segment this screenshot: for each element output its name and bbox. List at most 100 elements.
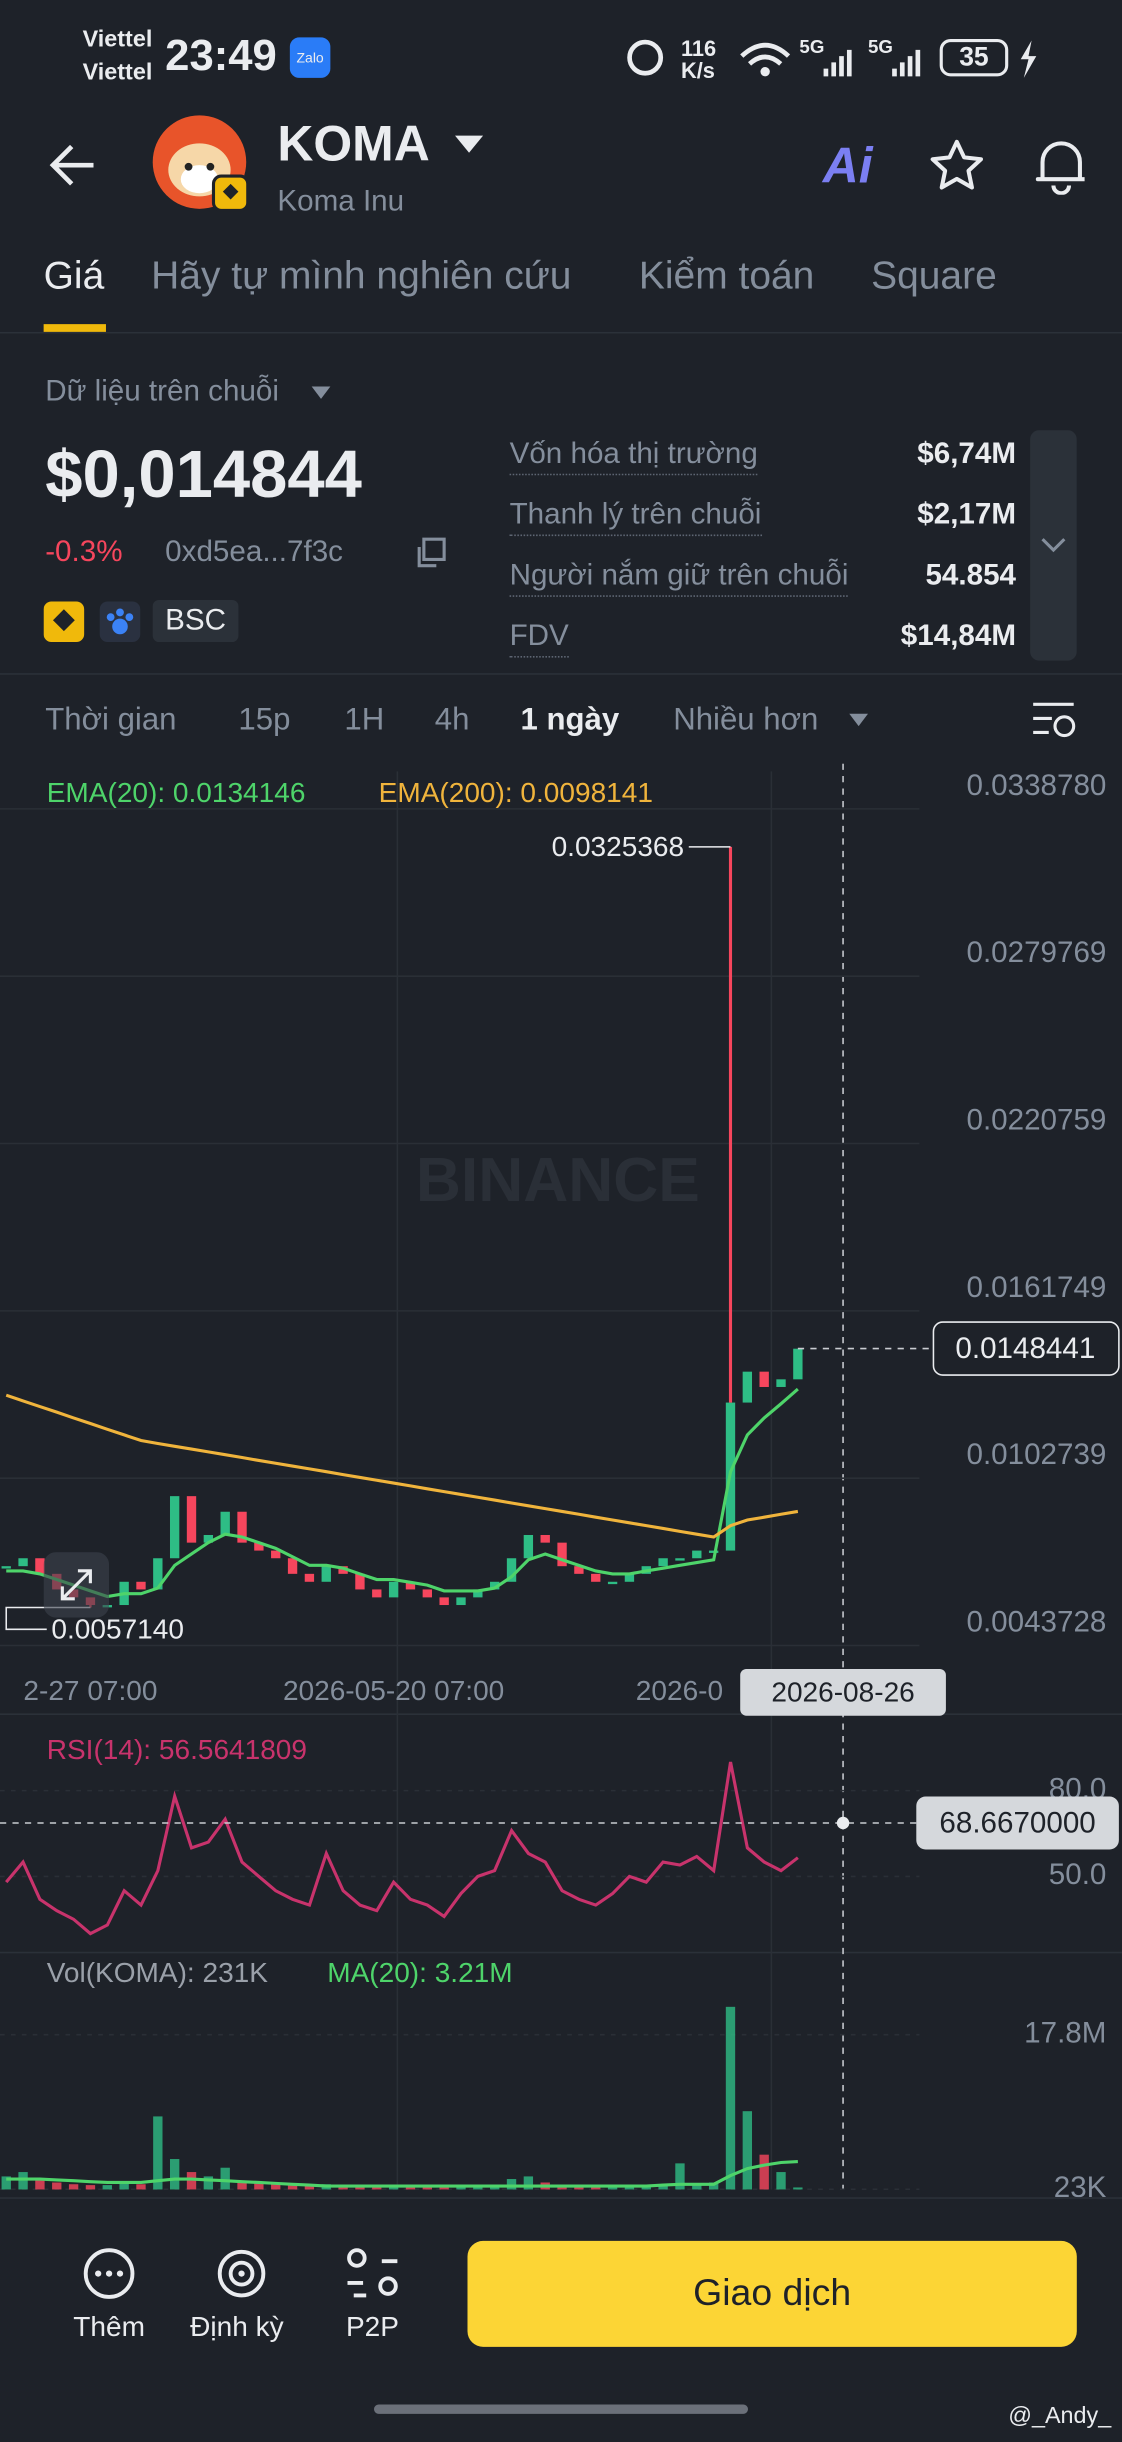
volume-bar <box>237 2180 247 2190</box>
high-label: 0.0325368 <box>552 831 685 862</box>
y-tick-label: 23K <box>1054 2171 1107 2197</box>
candle <box>456 1597 466 1606</box>
interval[interactable]: 15p <box>238 702 291 738</box>
chain-chip: BSC <box>152 599 239 643</box>
trade-button[interactable]: Giao dịch <box>467 2240 1077 2347</box>
recurring-icon[interactable] <box>213 2246 269 2302</box>
volume-bar <box>355 2185 365 2190</box>
favorite-button[interactable] <box>929 139 985 195</box>
volume-bar <box>624 2185 635 2190</box>
candle <box>338 1566 348 1574</box>
y-tick-label: 0.0161749 <box>967 1271 1107 1304</box>
volume-bar <box>708 2182 719 2190</box>
legend-entry: EMA(200): 0.0098141 <box>379 777 653 808</box>
volume-bar <box>742 2111 753 2190</box>
volume-bar <box>153 2116 163 2190</box>
y-tick-label: 0.0043728 <box>967 1605 1107 1638</box>
volume-bar <box>675 2163 685 2190</box>
dropdown-icon[interactable] <box>848 712 870 728</box>
volume-bar <box>1 2176 11 2190</box>
crosshair-value: 68.6670000 <box>939 1806 1095 1839</box>
price-change: -0.3% <box>45 536 123 569</box>
legend-entry: EMA(20): 0.0134146 <box>47 777 306 808</box>
dropdown-icon[interactable] <box>453 134 484 156</box>
volume-bar <box>254 2182 264 2190</box>
volume-bar <box>186 2172 197 2190</box>
volume-bar <box>473 2185 483 2190</box>
candle <box>18 1558 28 1567</box>
candle <box>540 1534 550 1543</box>
data-source[interactable]: Dữ liệu trên chuỗi <box>45 375 279 409</box>
candle <box>287 1558 298 1574</box>
network: 5G <box>867 35 893 58</box>
copy-button[interactable] <box>415 536 449 570</box>
net-speed: 116 <box>680 35 717 61</box>
volume-bar <box>574 2185 584 2190</box>
volume-bar <box>271 2184 281 2190</box>
crosshair-dot <box>836 1816 850 1830</box>
wifi-icon <box>740 42 791 66</box>
stat-value: $6,74M <box>917 437 1017 471</box>
interval[interactable]: 1H <box>344 702 385 738</box>
tab[interactable]: Hãy tự mình nghiên cứu <box>151 254 572 298</box>
bottom-item[interactable]: Thêm <box>73 2311 145 2343</box>
divider <box>0 2197 1122 2199</box>
candle <box>658 1558 668 1567</box>
candle <box>372 1589 382 1598</box>
token-symbol[interactable]: KOMA <box>277 115 430 172</box>
alert-button[interactable] <box>1033 136 1089 195</box>
bottom-item[interactable]: Định kỳ <box>190 2311 284 2343</box>
candle <box>237 1511 247 1543</box>
volume-bar <box>304 2185 315 2190</box>
candle <box>388 1581 399 1598</box>
candle <box>203 1534 214 1543</box>
p2p-icon[interactable] <box>344 2246 400 2302</box>
tab[interactable]: Kiểm toán <box>638 254 815 298</box>
tab[interactable]: Square <box>871 254 997 298</box>
volume-bar <box>658 2185 668 2190</box>
fullscreen-button[interactable] <box>43 1552 110 1618</box>
candle <box>692 1550 702 1559</box>
expand-button[interactable] <box>1030 430 1077 661</box>
carrier: Viettel <box>82 59 153 86</box>
ai-button[interactable]: Ai <box>822 137 873 194</box>
more-icon[interactable] <box>81 2246 137 2302</box>
candle <box>523 1534 534 1559</box>
interval[interactable]: 1 ngày <box>520 702 620 738</box>
interval[interactable]: Nhiều hơn <box>673 702 819 738</box>
candle <box>591 1573 601 1582</box>
candle <box>557 1542 567 1567</box>
token-name: Koma Inu <box>277 185 405 219</box>
candle <box>742 1371 753 1403</box>
tab[interactable]: Giá <box>43 254 105 298</box>
bottom-item[interactable]: P2P <box>345 2311 399 2343</box>
volume-bar <box>372 2186 382 2190</box>
candle <box>304 1573 315 1582</box>
volume-bar <box>35 2179 45 2190</box>
volume-bar <box>203 2176 214 2190</box>
battery: 35 <box>939 38 1009 77</box>
net-speed-unit: K/s <box>680 57 715 83</box>
home-indicator <box>373 2404 748 2414</box>
interval[interactable]: 4h <box>434 702 470 738</box>
crosshair-date-box <box>740 1668 946 1716</box>
back-button[interactable] <box>47 140 103 190</box>
token-avatar <box>152 115 250 212</box>
volume-bar <box>169 2159 180 2190</box>
candle <box>169 1496 180 1559</box>
candle <box>675 1558 685 1561</box>
wifi-icon <box>760 67 770 77</box>
volume-bar <box>220 2167 230 2190</box>
interval[interactable]: Thời gian <box>45 702 177 738</box>
stat-label: Thanh lý trên chuỗi <box>509 500 762 537</box>
volume-bar <box>388 2185 399 2190</box>
candle <box>271 1550 281 1559</box>
chart-settings[interactable] <box>1030 700 1077 741</box>
candle <box>490 1581 500 1590</box>
divider <box>0 673 1122 675</box>
dropdown-icon[interactable] <box>310 385 332 401</box>
volume-bar <box>439 2186 449 2190</box>
x-tick-label: 2-27 07:00 <box>23 1675 157 1706</box>
candle <box>355 1573 365 1590</box>
